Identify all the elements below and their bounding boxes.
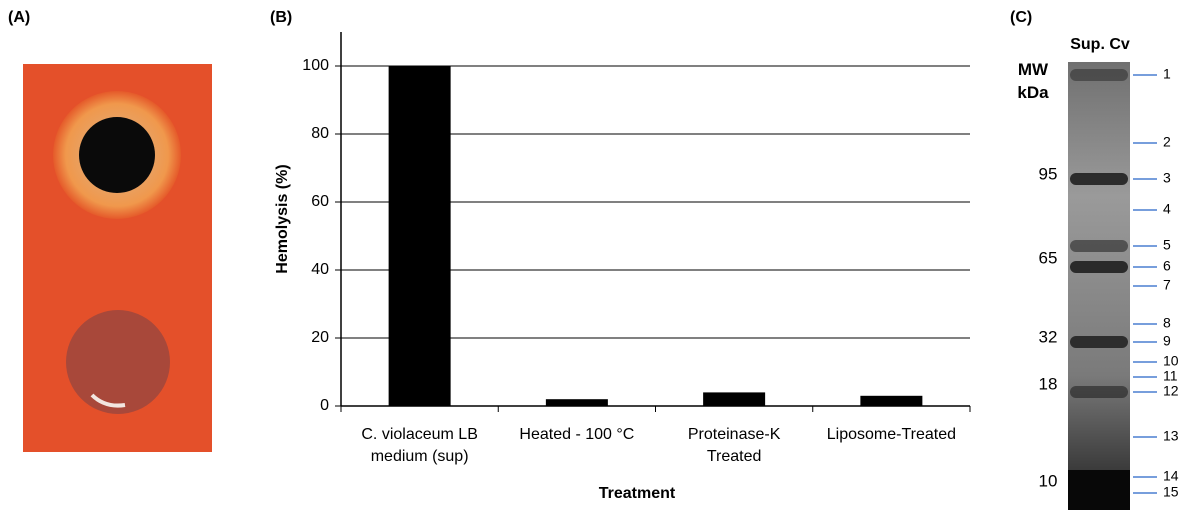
band-number: 9 [1163, 333, 1171, 349]
panel-label: (C) [1010, 9, 1032, 26]
mw-marker: 32 [1039, 327, 1058, 346]
x-tick-label: C. violaceum LB medium (sup) [345, 424, 495, 468]
y-tick-label: 20 [311, 329, 329, 346]
gel-band [1070, 386, 1128, 398]
band-number: 2 [1163, 134, 1171, 150]
well [79, 117, 155, 193]
band-number: 12 [1163, 383, 1179, 399]
y-tick-label: 0 [320, 397, 329, 414]
band-number: 3 [1163, 170, 1171, 186]
band-number: 11 [1163, 368, 1178, 384]
band-number: 10 [1163, 353, 1179, 369]
x-tick-label: Heated - 100 °C [502, 424, 652, 446]
band-number: 14 [1163, 468, 1179, 484]
band-number: 13 [1163, 428, 1179, 444]
well [66, 310, 170, 414]
panel-label: (B) [270, 9, 292, 26]
gel-band [1070, 240, 1128, 252]
gel-lane [1068, 62, 1130, 510]
band-number: 15 [1163, 484, 1179, 500]
band-number: 5 [1163, 237, 1171, 253]
figure: (A) (B) Hemolysis (%) Treatment (C) Sup.… [0, 0, 1185, 510]
mw-label-box: MW kDa [1010, 58, 1070, 108]
mw-marker: 95 [1039, 164, 1058, 183]
bar [389, 66, 451, 406]
mw-label: MW kDa [1010, 58, 1056, 104]
gel-front [1068, 470, 1130, 510]
bar [860, 396, 922, 406]
band-number: 7 [1163, 277, 1171, 293]
x-tick-label: Liposome-Treated [816, 424, 966, 446]
mw-marker: 18 [1039, 374, 1058, 393]
gel-band [1070, 261, 1128, 273]
y-tick-label: 60 [311, 193, 329, 210]
y-tick-label: 100 [302, 57, 329, 74]
mw-marker: 65 [1039, 248, 1058, 267]
gel-band [1070, 173, 1128, 185]
x-tick-label: Proteinase-K Treated [659, 424, 809, 468]
band-number: 6 [1163, 258, 1171, 274]
y-tick-label: 80 [311, 125, 329, 142]
panel-label: (A) [8, 9, 30, 26]
bar [546, 399, 608, 406]
gel-band [1070, 336, 1128, 348]
band-number: 8 [1163, 315, 1171, 331]
y-tick-label: 40 [311, 261, 329, 278]
gel-band [1070, 69, 1128, 81]
band-number: 4 [1163, 201, 1171, 217]
band-number: 1 [1163, 66, 1171, 82]
mw-marker: 10 [1039, 471, 1058, 490]
lane-label: Sup. Cv [1070, 36, 1130, 53]
x-axis-label: Treatment [599, 485, 676, 502]
bar [703, 392, 765, 406]
y-axis-label: Hemolysis (%) [274, 164, 291, 273]
